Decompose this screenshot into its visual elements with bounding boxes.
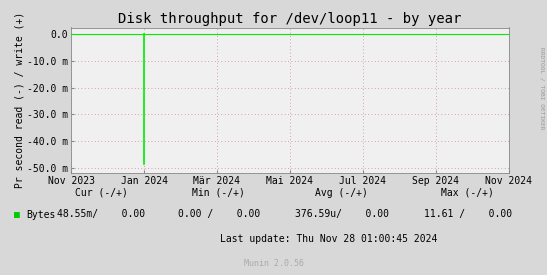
Text: Min (-/+): Min (-/+) bbox=[193, 188, 245, 197]
Text: 11.61 /    0.00: 11.61 / 0.00 bbox=[423, 210, 512, 219]
Text: Last update: Thu Nov 28 01:00:45 2024: Last update: Thu Nov 28 01:00:45 2024 bbox=[219, 234, 437, 244]
Text: Max (-/+): Max (-/+) bbox=[441, 188, 494, 197]
Title: Disk throughput for /dev/loop11 - by year: Disk throughput for /dev/loop11 - by yea… bbox=[118, 12, 462, 26]
Text: 48.55m/    0.00: 48.55m/ 0.00 bbox=[57, 210, 146, 219]
Text: Munin 2.0.56: Munin 2.0.56 bbox=[243, 260, 304, 268]
Text: RRDTOOL / TOBI OETIKER: RRDTOOL / TOBI OETIKER bbox=[539, 47, 544, 129]
Text: Cur (-/+): Cur (-/+) bbox=[75, 188, 127, 197]
Text: 376.59u/    0.00: 376.59u/ 0.00 bbox=[295, 210, 389, 219]
Text: ■: ■ bbox=[14, 210, 20, 219]
Y-axis label: Pr second read (-) / write (+): Pr second read (-) / write (+) bbox=[14, 12, 25, 188]
Text: Bytes: Bytes bbox=[26, 210, 56, 219]
Text: Avg (-/+): Avg (-/+) bbox=[316, 188, 368, 197]
Text: 0.00 /    0.00: 0.00 / 0.00 bbox=[178, 210, 260, 219]
